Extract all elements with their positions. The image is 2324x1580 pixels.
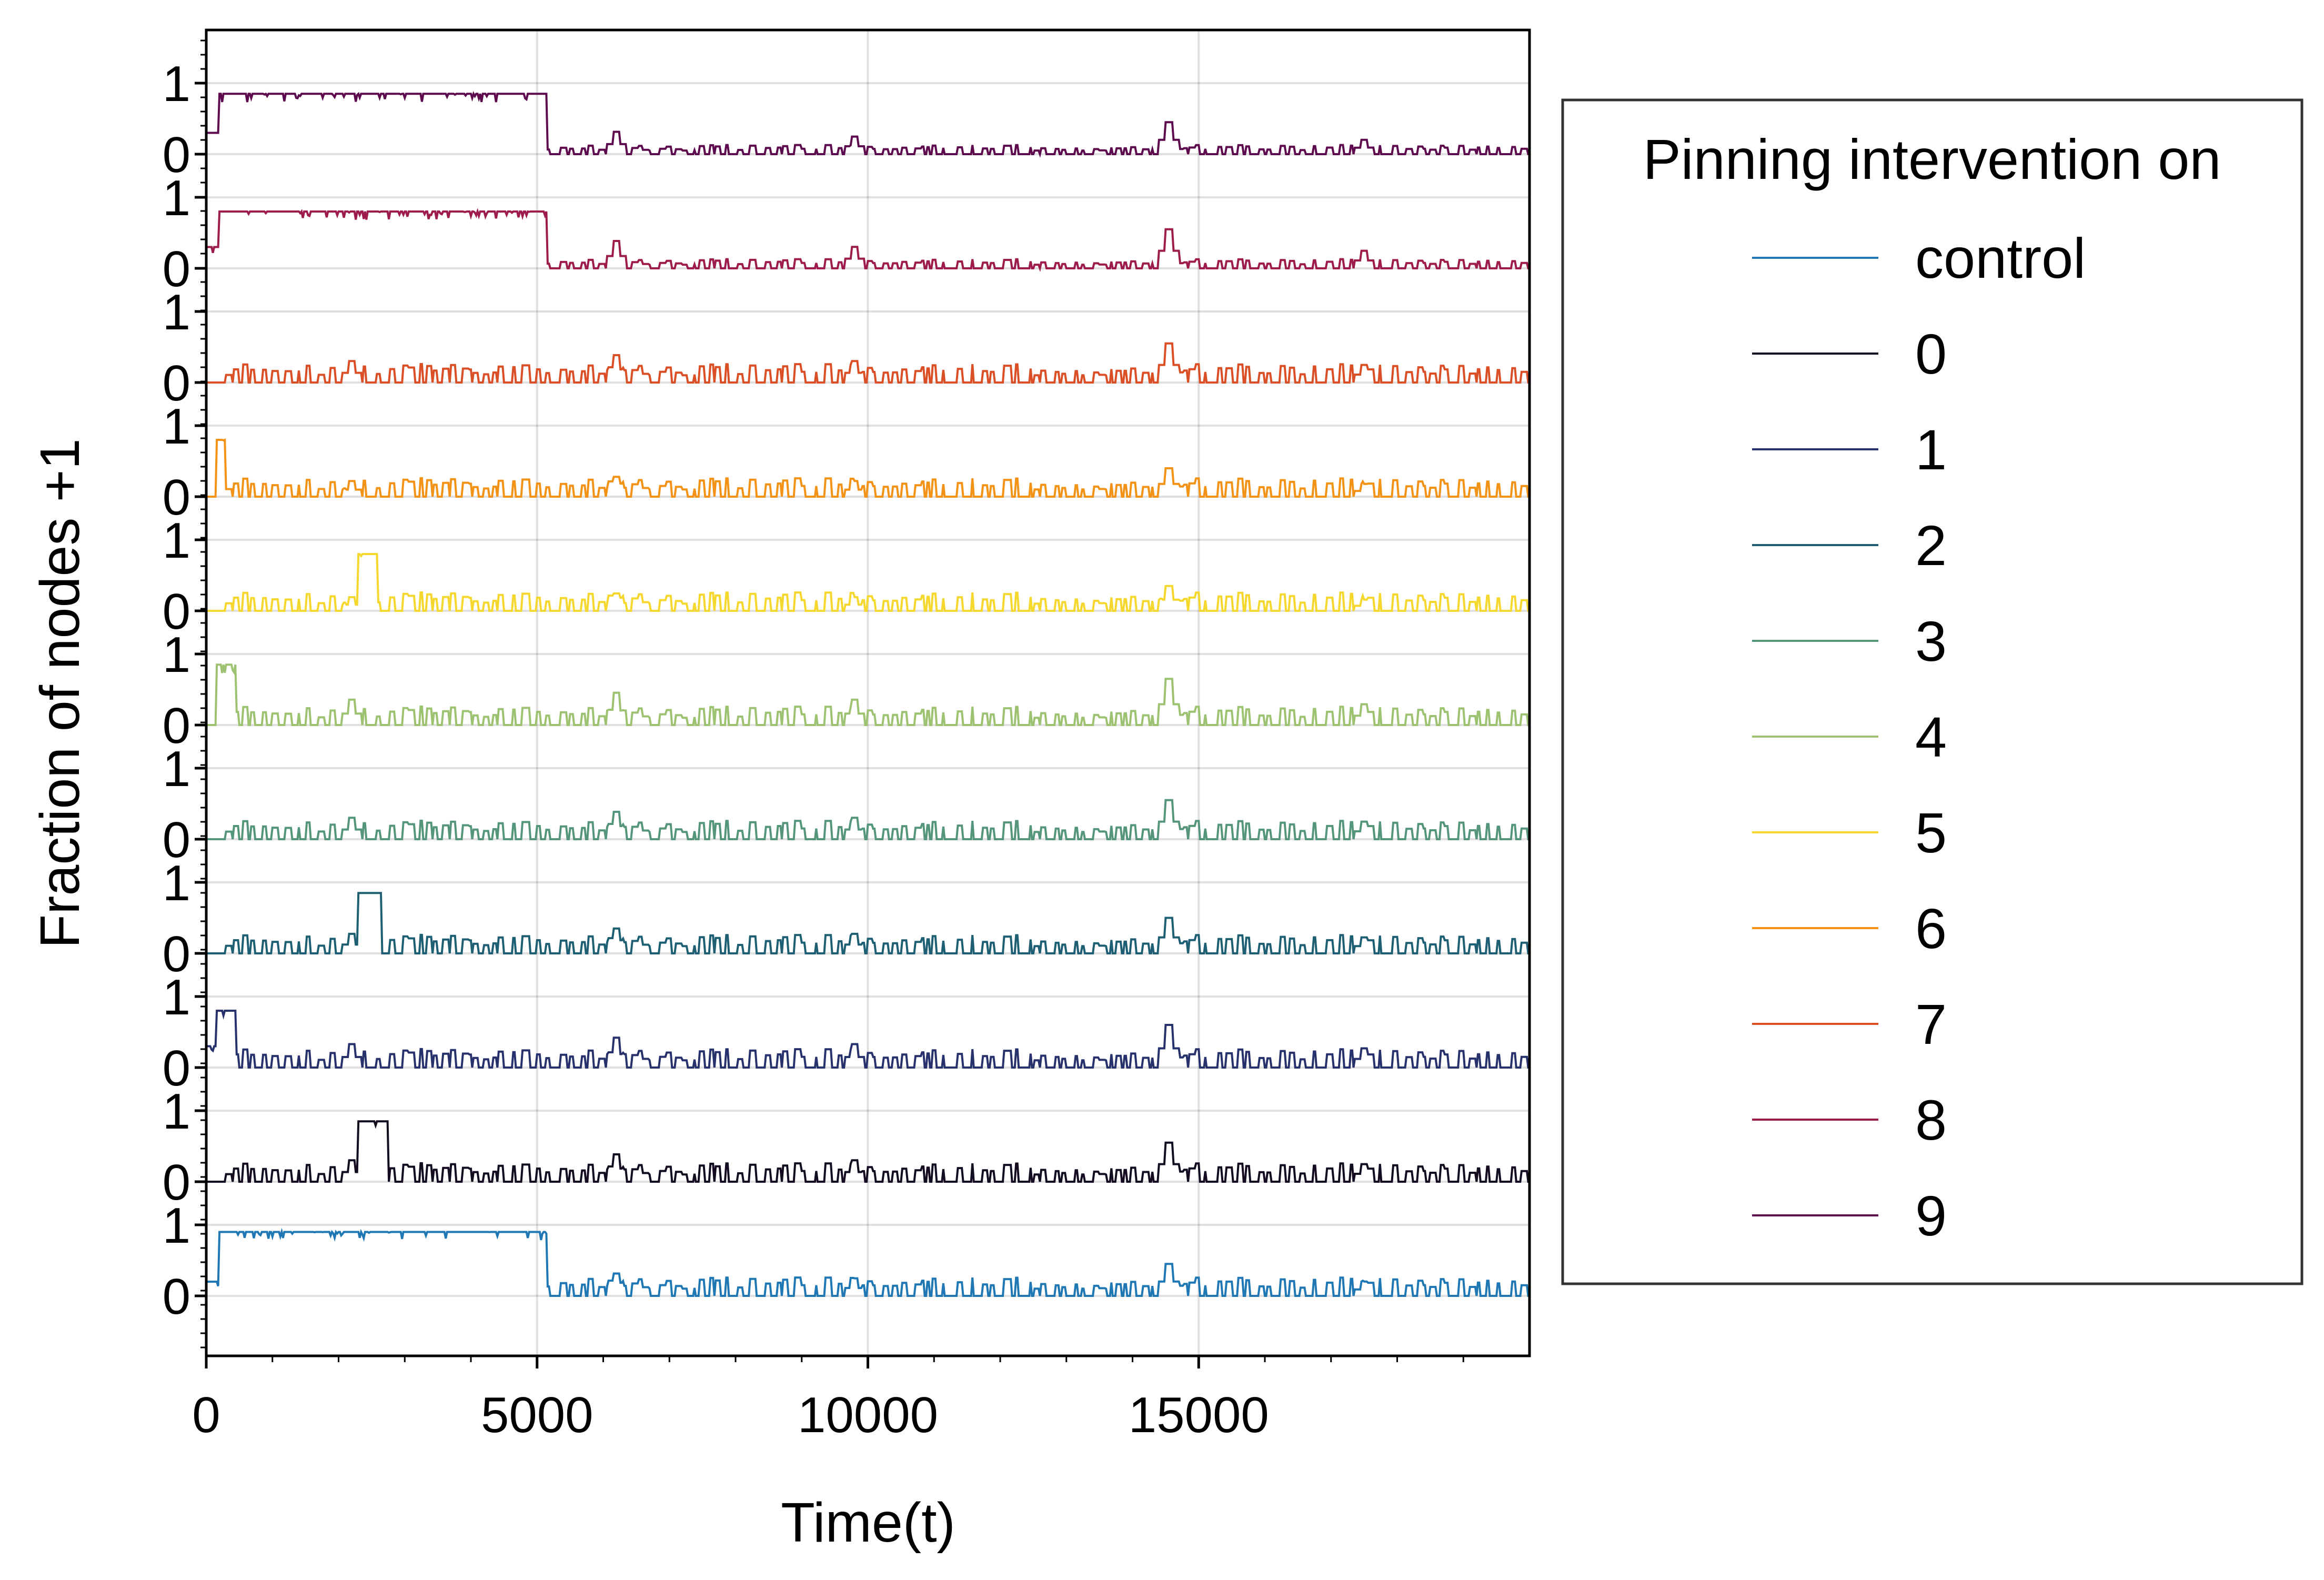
legend-label-5: 5 <box>1915 801 1947 864</box>
y-tick-label: 0 <box>163 926 190 982</box>
legend-label-0: 0 <box>1915 322 1947 386</box>
series-line-2 <box>206 892 1530 954</box>
y-tick-label: 0 <box>163 812 190 868</box>
series-line-0 <box>206 1120 1530 1183</box>
y-tick-label: 1 <box>163 1083 190 1140</box>
y-tick-label: 1 <box>163 741 190 797</box>
y-tick-label: 1 <box>163 512 190 569</box>
legend-label-6: 6 <box>1915 897 1947 960</box>
legend-label-3: 3 <box>1915 609 1947 673</box>
series-line-7 <box>206 342 1530 384</box>
y-tick-label: 0 <box>163 583 190 640</box>
y-tick-label: 1 <box>163 398 190 455</box>
series-line-4 <box>206 663 1530 726</box>
y-axis-title: Fraction of nodes +1 <box>29 438 91 948</box>
y-tick-label: 1 <box>163 284 190 340</box>
series-line-5 <box>206 553 1530 612</box>
x-tick-label: 5000 <box>481 1387 593 1443</box>
legend-frame <box>1561 98 2303 1285</box>
y-tick-label: 1 <box>163 56 190 112</box>
series-line-control <box>206 1227 1530 1297</box>
legend-entries: control 0 1 2 3 4 5 6 7 8 9 <box>1752 226 2086 1247</box>
legend-label-7: 7 <box>1915 992 1947 1056</box>
y-tick-label: 0 <box>163 1154 190 1211</box>
series-line-3 <box>206 799 1530 840</box>
y-tick-label: 1 <box>163 969 190 1025</box>
y-tick-label: 1 <box>163 855 190 911</box>
x-tick-label: 0 <box>192 1387 220 1443</box>
series-line-9 <box>206 91 1530 158</box>
y-tick-label: 0 <box>163 698 190 754</box>
legend: Pinning intervention on control 0 1 2 3 4 5 6 7 8… <box>1561 98 2303 1285</box>
series-line-6 <box>206 438 1530 498</box>
legend-label-9: 9 <box>1915 1184 1947 1247</box>
series-line-8 <box>206 208 1530 272</box>
legend-label-1: 1 <box>1915 418 1947 481</box>
y-tick-label: 0 <box>163 1269 190 1325</box>
y-tick-label: 0 <box>163 241 190 297</box>
x-axis-title: Time(t) <box>781 1492 955 1554</box>
y-tick-label: 1 <box>163 170 190 226</box>
series-layer <box>206 91 1530 1297</box>
legend-label-2: 2 <box>1915 514 1947 577</box>
legend-label-8: 8 <box>1915 1088 1947 1152</box>
x-tick-label: 10000 <box>798 1387 938 1443</box>
legend-label-4: 4 <box>1915 705 1947 769</box>
y-tick-label: 0 <box>163 469 190 526</box>
x-tick-label: 15000 <box>1129 1387 1269 1443</box>
y-tick-label: 1 <box>163 627 190 683</box>
y-tick-label: 0 <box>163 355 190 411</box>
series-line-1 <box>206 1010 1530 1069</box>
y-tick-label: 0 <box>163 127 190 183</box>
legend-title: Pinning intervention on <box>1643 127 2221 191</box>
y-tick-label: 1 <box>163 1197 190 1254</box>
legend-label-control: control <box>1915 226 2086 290</box>
y-tick-label: 0 <box>163 1040 190 1096</box>
